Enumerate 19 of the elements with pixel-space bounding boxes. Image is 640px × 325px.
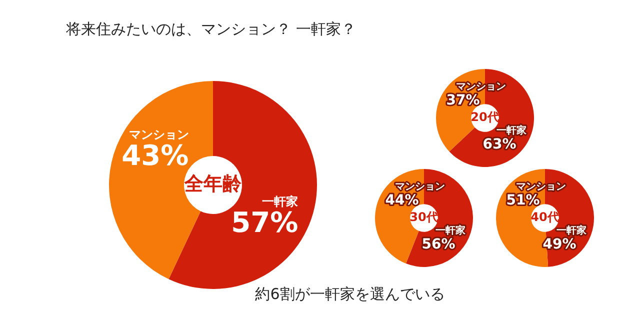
text: 約6割が一軒家を選んでいる [254, 285, 446, 304]
slice-label: マンション [456, 82, 506, 93]
slice-label: 一軒家 [436, 224, 466, 237]
slice-label: マンション [516, 182, 566, 193]
data-label: 37% [446, 92, 480, 109]
slice-label: 一軒家 [262, 194, 298, 209]
data-label: 51% [506, 192, 540, 209]
text: 将来住みたいのは、マンション？ 一軒家？ [66, 20, 356, 39]
text: 全年齢 [184, 172, 242, 195]
text: 30代 [410, 210, 438, 224]
data-label: 44% [385, 192, 419, 209]
slice-label: 一軒家 [496, 124, 527, 137]
data-label: 63% [482, 136, 516, 153]
text: 40代 [530, 210, 560, 224]
data-label: 49% [542, 236, 576, 253]
text: 20代 [470, 110, 500, 124]
slice-label: マンション [394, 182, 445, 193]
slice-label: 一軒家 [556, 224, 587, 237]
data-label: 56% [422, 236, 456, 253]
